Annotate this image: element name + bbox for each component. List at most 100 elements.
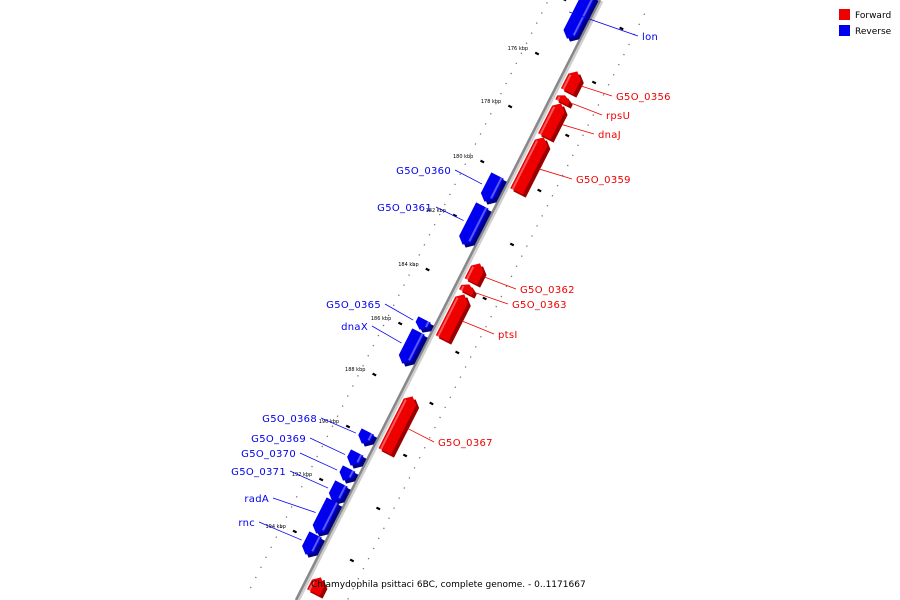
gene-arrow-G5O_0363[interactable] — [459, 284, 477, 299]
gene-leader-line — [309, 437, 346, 455]
gene-label[interactable]: G5O_0359 — [576, 175, 631, 186]
gene-arrow-body — [347, 449, 364, 466]
gene-arrow-G5O_0371[interactable] — [328, 480, 351, 505]
gene-labels: lon G5O_0356 rpsU dnaJ G5O_0359 G5O_0360 G5O_0… — [231, 11, 671, 541]
gene-arrow-body — [339, 465, 356, 481]
tick-mark — [402, 453, 408, 458]
gene-arrow-lon[interactable] — [563, 0, 599, 42]
gene-label[interactable]: G5O_0368 — [262, 414, 317, 425]
gene-arrow-dnaJ[interactable] — [538, 103, 568, 143]
gene-label[interactable]: G5O_0370 — [241, 449, 296, 460]
gene-leader-line — [572, 103, 603, 116]
gene-arrow-body — [555, 95, 570, 106]
gene-arrow-body — [510, 137, 548, 195]
tick-mark — [480, 159, 485, 164]
legend-swatch-forward — [839, 9, 850, 20]
tick-label: 190 kbp — [319, 419, 339, 425]
gene-leader-line — [320, 417, 357, 434]
gene-label[interactable]: G5O_0367 — [438, 438, 493, 449]
legend-label-reverse: Reverse — [855, 27, 892, 37]
dotted-guide-forward — [346, 11, 647, 600]
gene-label[interactable]: rpsU — [606, 111, 630, 122]
gene-arrow-G5O_0359[interactable] — [510, 137, 551, 198]
tick-mark — [429, 401, 434, 406]
gene-arrow-G5O_0368[interactable] — [358, 428, 378, 447]
gene-leader-line — [258, 521, 302, 541]
gene-label[interactable]: lon — [642, 32, 658, 43]
gene-leader-line — [272, 497, 316, 513]
gene-label[interactable]: radA — [244, 494, 269, 505]
gene-label[interactable]: G5O_0360 — [396, 166, 451, 177]
gene-leader-line — [407, 428, 435, 443]
gene-label[interactable]: G5O_0356 — [616, 92, 671, 103]
gene-arrow-G5O_0360[interactable] — [480, 172, 507, 205]
gene-arrow-highlight — [562, 74, 572, 90]
gene-arrow-rpsU[interactable] — [555, 95, 573, 109]
tick-label: 192 kbp — [292, 472, 312, 478]
gene-arrow-highlight — [408, 333, 424, 361]
gene-arrow-radA[interactable] — [312, 497, 343, 537]
tick-mark — [425, 267, 430, 272]
tick-mark — [349, 558, 355, 563]
gene-arrow-G5O_0365[interactable] — [415, 316, 434, 333]
dotted-guide-reverse — [249, 0, 550, 589]
gene-label[interactable]: G5O_0371 — [231, 467, 286, 478]
gene-arrow-G5O_0370[interactable] — [339, 465, 359, 484]
tick-mark — [537, 188, 542, 193]
tick-label: 184 kbp — [398, 262, 418, 268]
gene-leader-line — [371, 325, 402, 344]
gene-arrow-rnc[interactable] — [302, 531, 325, 558]
gene-arrow-body — [328, 480, 348, 502]
gene-arrow-body — [415, 316, 431, 330]
gene-arrow-G5O_0367[interactable] — [378, 396, 420, 458]
gene-arrow-dnaX[interactable] — [398, 328, 428, 367]
gene-arrow-G5O_0356[interactable] — [560, 71, 584, 98]
gene-arrow-body — [459, 202, 489, 245]
gene-label[interactable]: dnaJ — [598, 130, 621, 141]
gene-arrow-body — [435, 294, 468, 342]
gene-arrow-highlight — [311, 536, 321, 552]
gene-leader-line — [476, 292, 509, 305]
gene-leader-line — [580, 85, 613, 97]
tick-label: 182 kbp — [426, 208, 446, 214]
dotted-guide-lines — [249, 0, 647, 600]
gene-features — [302, 0, 599, 599]
gene-arrow-ptsI[interactable] — [435, 294, 471, 345]
gene-label[interactable]: G5O_0361 — [377, 203, 432, 214]
gene-label[interactable]: G5O_0363 — [512, 300, 567, 311]
gene-label[interactable]: G5O_0362 — [520, 285, 575, 296]
legend: Forward Reverse — [839, 9, 892, 37]
gene-leader-line — [561, 124, 595, 135]
gene-arrow-highlight — [490, 177, 503, 199]
gene-label[interactable]: ptsI — [498, 330, 518, 341]
tick-mark — [397, 321, 403, 326]
gene-arrow-highlight — [367, 433, 373, 441]
gene-arrow-highlight — [338, 485, 347, 499]
gene-arrow-highlight — [348, 470, 355, 478]
gene-arrow-body — [312, 497, 340, 534]
legend-label-forward: Forward — [855, 11, 891, 21]
gene-arrow-body — [302, 531, 322, 555]
gene-label[interactable]: dnaX — [341, 322, 368, 333]
gene-arrow-G5O_0362[interactable] — [464, 263, 487, 288]
axis-shadow-line — [295, 0, 604, 600]
gene-arrow-G5O_0361[interactable] — [459, 202, 492, 248]
tick-mark — [452, 213, 458, 218]
tick-mark — [482, 296, 487, 301]
gene-arrow-highlight — [424, 321, 430, 328]
tick-label: 178 kbp — [481, 99, 501, 105]
gene-arrow-body — [538, 103, 565, 140]
gene-arrow-partial[interactable] — [307, 577, 328, 599]
gene-label[interactable]: G5O_0365 — [326, 300, 381, 311]
gene-arrow-highlight — [511, 140, 538, 190]
gene-arrow-G5O_0369[interactable] — [347, 449, 367, 469]
gene-leader-line — [384, 303, 414, 321]
gene-leader-line — [289, 470, 329, 489]
gene-leader-line — [538, 168, 573, 180]
tick-mark — [509, 242, 515, 247]
gene-arrow-body — [398, 328, 425, 364]
gene-arrow-body — [480, 172, 504, 202]
gene-label[interactable]: rnc — [238, 518, 255, 529]
genome-caption: Chlamydophila psittaci 6BC, complete gen… — [311, 580, 586, 590]
gene-label[interactable]: G5O_0369 — [251, 434, 306, 445]
